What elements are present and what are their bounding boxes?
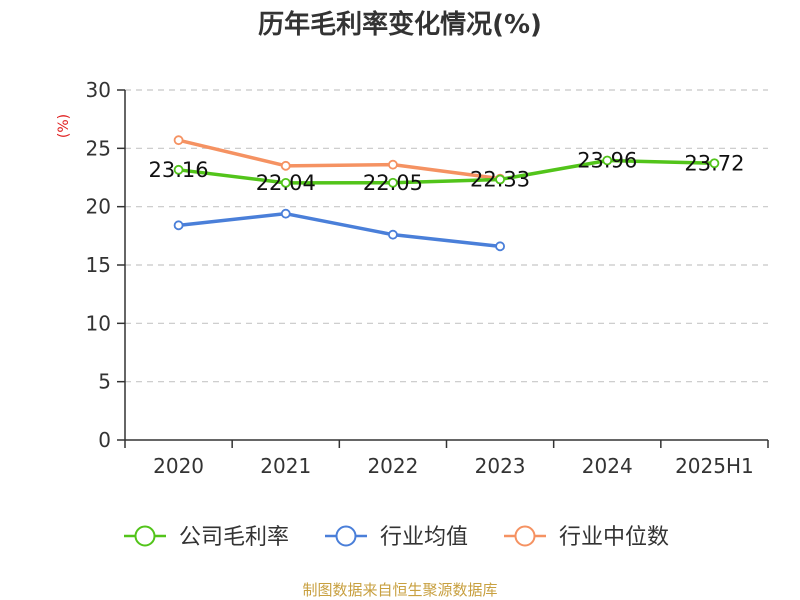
data-source-note: 制图数据来自恒生聚源数据库	[302, 581, 497, 599]
y-tick-label: 5	[98, 370, 111, 394]
data-point[interactable]	[602, 155, 613, 166]
data-point[interactable]	[280, 160, 291, 171]
y-tick-label: 10	[86, 311, 111, 335]
legend-item[interactable]: 行业均值	[325, 525, 468, 550]
legend[interactable]: 公司毛利率 行业均值 行业中位数	[124, 525, 669, 550]
legend-marker-icon	[514, 525, 536, 547]
y-tick-label: 15	[86, 253, 111, 277]
data-point[interactable]	[388, 229, 398, 240]
data-point[interactable]	[173, 135, 184, 146]
legend-label: 行业均值	[380, 525, 468, 550]
data-point[interactable]	[173, 164, 184, 175]
grid-lines	[125, 89, 768, 383]
data-labels: 23.16 22.04 22.05 22.33 23.96 23.72	[149, 148, 745, 194]
chart-title: 历年毛利率变化情况(%)	[258, 9, 542, 40]
x-tick-label: 2020	[153, 454, 204, 478]
series-line	[176, 138, 502, 181]
y-tick-label: 0	[98, 428, 111, 452]
legend-item[interactable]: 公司毛利率	[124, 525, 289, 550]
legend-label: 公司毛利率	[179, 525, 289, 550]
data-label: 22.04	[256, 171, 316, 195]
data-point[interactable]	[173, 220, 184, 231]
data-label: 22.05	[363, 171, 423, 195]
series-layer	[173, 135, 720, 252]
data-label: 23.96	[577, 148, 637, 172]
data-point[interactable]	[709, 158, 720, 169]
data-label: 23.16	[149, 158, 209, 182]
data-label: 22.33	[470, 167, 530, 191]
x-tick-label: 2023	[475, 454, 526, 478]
axes: 0 5 10 15 20 25 30 2020 2021 2022 2023 2024 2025H1	[86, 78, 769, 478]
data-label: 23.72	[684, 151, 744, 175]
legend-item[interactable]: 行业中位数	[504, 525, 669, 550]
data-point[interactable]	[495, 241, 505, 252]
legend-marker-icon	[134, 525, 156, 547]
legend-marker-icon	[335, 525, 357, 547]
data-point[interactable]	[280, 177, 291, 188]
legend-label: 行业中位数	[559, 525, 669, 550]
x-tick-label: 2022	[367, 454, 418, 478]
series-line	[176, 211, 502, 249]
data-point[interactable]	[280, 208, 291, 219]
y-axis-unit-label: (%)	[56, 114, 72, 138]
y-tick-label: 20	[86, 195, 111, 219]
x-tick-label: 2024	[582, 454, 633, 478]
data-point[interactable]	[495, 174, 505, 185]
data-point[interactable]	[388, 159, 398, 170]
y-tick-label: 25	[86, 136, 111, 160]
x-tick-label: 2021	[260, 454, 311, 478]
y-tick-label: 30	[86, 78, 111, 102]
x-tick-label: 2025H1	[675, 454, 754, 478]
series-line	[176, 158, 717, 185]
data-point[interactable]	[388, 177, 398, 188]
